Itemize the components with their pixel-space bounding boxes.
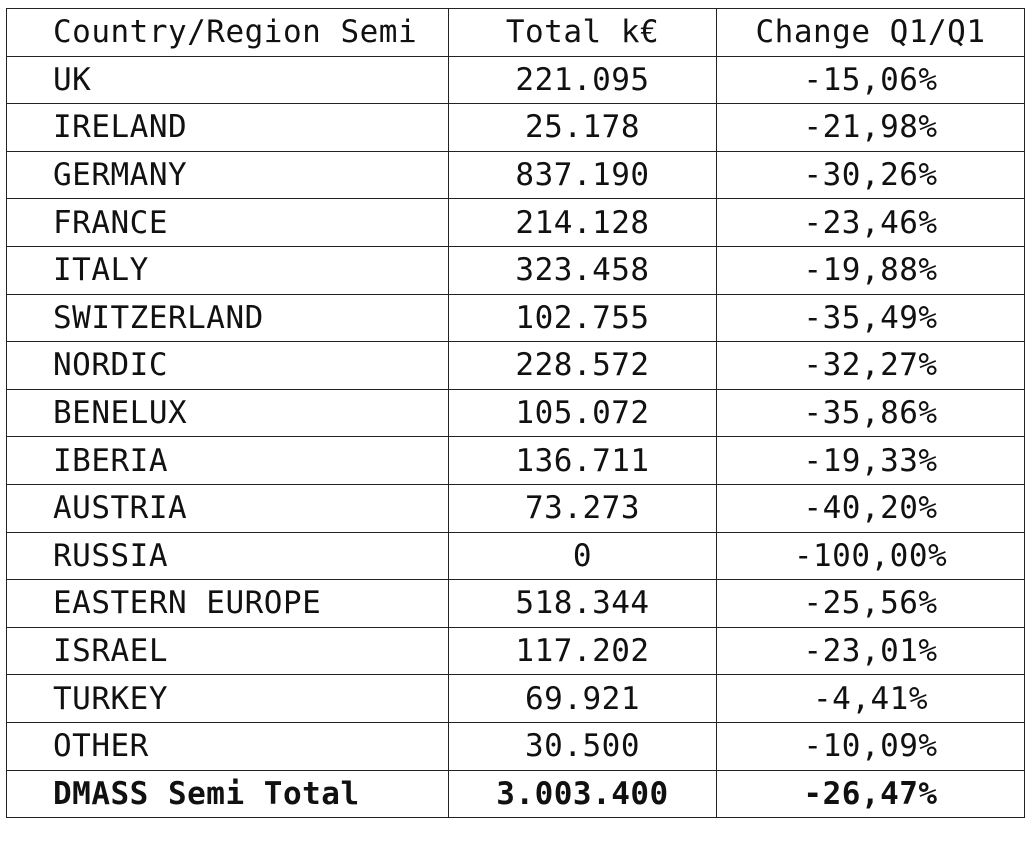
- cell-region: UK: [6, 55, 449, 105]
- cell-region: OTHER: [6, 721, 449, 771]
- table-row: SWITZERLAND 102.755 -35,49%: [6, 293, 1025, 343]
- cell-region: AUSTRIA: [6, 483, 449, 533]
- table-row: TURKEY 69.921 -4,41%: [6, 674, 1025, 723]
- header-region: Country/Region Semi: [6, 8, 449, 57]
- cell-region: ISRAEL: [6, 626, 449, 676]
- table-row: RUSSIA 0 -100,00%: [6, 531, 1025, 581]
- cell-change: -4,41%: [716, 674, 1025, 723]
- cell-change: -100,00%: [716, 531, 1025, 581]
- cell-region: EASTERN EUROPE: [6, 579, 449, 628]
- cell-change: -10,09%: [716, 721, 1025, 771]
- table-row: IBERIA 136.711 -19,33%: [6, 436, 1025, 485]
- header-change: Change Q1/Q1: [716, 8, 1025, 57]
- cell-total: 518.344: [448, 579, 717, 628]
- cell-region: SWITZERLAND: [6, 293, 449, 343]
- cell-change: -32,27%: [716, 341, 1025, 390]
- table-row: GERMANY 837.190 -30,26%: [6, 150, 1025, 200]
- cell-region: FRANCE: [6, 198, 449, 247]
- cell-change: -15,06%: [716, 55, 1025, 105]
- table-row: EASTERN EUROPE 518.344 -25,56%: [6, 579, 1025, 628]
- cell-total: 102.755: [448, 293, 717, 343]
- semi-sales-table: Country/Region Semi Total k€ Change Q1/Q…: [6, 8, 1025, 819]
- cell-region: ITALY: [6, 245, 449, 295]
- cell-total: 228.572: [448, 341, 717, 390]
- table-row: ITALY 323.458 -19,88%: [6, 245, 1025, 295]
- cell-total: 837.190: [448, 150, 717, 200]
- cell-change: -25,56%: [716, 579, 1025, 628]
- total-label: DMASS Semi Total: [6, 769, 449, 819]
- cell-region: IRELAND: [6, 103, 449, 152]
- cell-total: 105.072: [448, 388, 717, 438]
- total-value: 3.003.400: [448, 769, 717, 819]
- cell-total: 0: [448, 531, 717, 581]
- cell-change: -40,20%: [716, 483, 1025, 533]
- cell-change: -35,49%: [716, 293, 1025, 343]
- table-row: ISRAEL 117.202 -23,01%: [6, 626, 1025, 676]
- cell-total: 136.711: [448, 436, 717, 485]
- cell-region: GERMANY: [6, 150, 449, 200]
- cell-total: 221.095: [448, 55, 717, 105]
- cell-change: -30,26%: [716, 150, 1025, 200]
- cell-total: 117.202: [448, 626, 717, 676]
- header-row: Country/Region Semi Total k€ Change Q1/Q…: [6, 8, 1025, 57]
- cell-change: -21,98%: [716, 103, 1025, 152]
- cell-total: 25.178: [448, 103, 717, 152]
- cell-change: -23,46%: [716, 198, 1025, 247]
- table-row: OTHER 30.500 -10,09%: [6, 721, 1025, 771]
- table-row: FRANCE 214.128 -23,46%: [6, 198, 1025, 247]
- header-total: Total k€: [448, 8, 717, 57]
- cell-region: NORDIC: [6, 341, 449, 390]
- table-row: IRELAND 25.178 -21,98%: [6, 103, 1025, 152]
- cell-region: BENELUX: [6, 388, 449, 438]
- cell-total: 323.458: [448, 245, 717, 295]
- cell-change: -23,01%: [716, 626, 1025, 676]
- cell-change: -19,33%: [716, 436, 1025, 485]
- cell-region: IBERIA: [6, 436, 449, 485]
- cell-total: 30.500: [448, 721, 717, 771]
- semi-sales-table-container: Country/Region Semi Total k€ Change Q1/Q…: [6, 8, 1025, 819]
- total-change: -26,47%: [716, 769, 1025, 819]
- table-row: AUSTRIA 73.273 -40,20%: [6, 483, 1025, 533]
- table-row: BENELUX 105.072 -35,86%: [6, 388, 1025, 438]
- cell-total: 73.273: [448, 483, 717, 533]
- cell-change: -35,86%: [716, 388, 1025, 438]
- table-row: UK 221.095 -15,06%: [6, 55, 1025, 105]
- table-row: NORDIC 228.572 -32,27%: [6, 341, 1025, 390]
- cell-total: 69.921: [448, 674, 717, 723]
- cell-change: -19,88%: [716, 245, 1025, 295]
- total-row: DMASS Semi Total 3.003.400 -26,47%: [6, 769, 1025, 819]
- cell-region: RUSSIA: [6, 531, 449, 581]
- cell-region: TURKEY: [6, 674, 449, 723]
- cell-total: 214.128: [448, 198, 717, 247]
